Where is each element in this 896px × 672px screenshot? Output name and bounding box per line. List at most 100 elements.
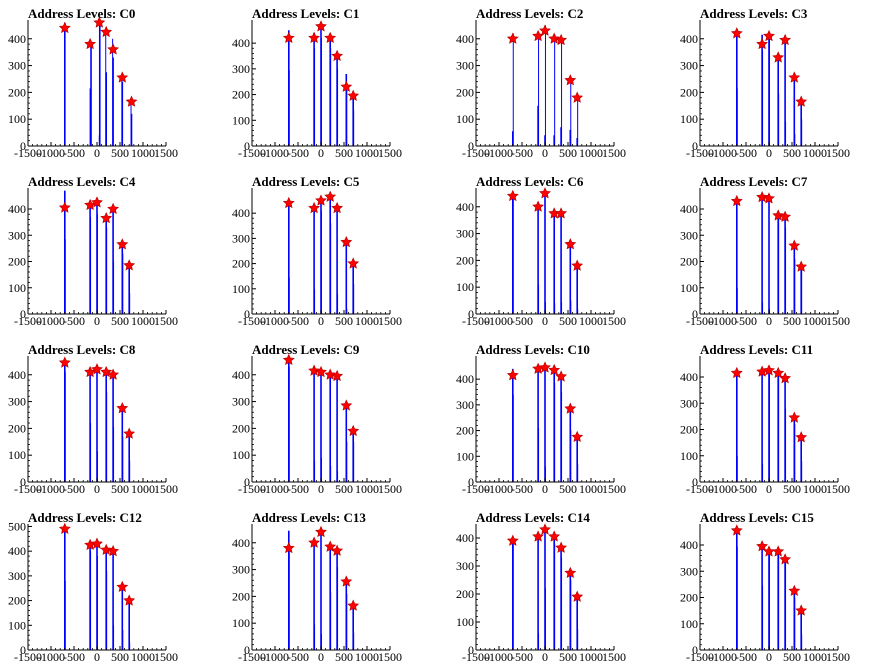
y-tick-label: 200 — [680, 85, 698, 99]
x-tick-label: 1000 — [355, 146, 379, 160]
peak-marker — [555, 541, 568, 553]
chart-panel: Address Levels: C9 -1500 -1000 -500 0 500 1000… — [224, 336, 448, 504]
y-tick-label: 300 — [232, 395, 250, 409]
x-tick-label: -1000 — [485, 146, 513, 160]
peak-marker — [756, 540, 769, 552]
y-tick-label: 0 — [244, 475, 250, 489]
peak-marker — [100, 543, 113, 555]
peak-marker — [763, 192, 775, 204]
x-tick-label: 1000 — [131, 482, 155, 496]
chart-svg: -1500-1000-500 0 500 1000 1500 0 100 200 300 400 — [680, 356, 850, 496]
y-tick-label: 300 — [680, 228, 698, 242]
y-tick-label: 400 — [456, 372, 474, 386]
peak-marker — [340, 399, 353, 411]
peak-marker — [331, 369, 344, 382]
y-tick-label: 300 — [680, 59, 698, 73]
peak-marker — [315, 365, 327, 378]
chart-panel: Address Levels: C2 -1500 -1000 -500 0 500 1000… — [448, 0, 672, 168]
x-tick-label: -1000 — [709, 146, 737, 160]
chart-title: Address Levels: C13 — [252, 510, 366, 525]
x-tick-label: 1500 — [602, 314, 626, 328]
peak-marker — [107, 202, 120, 215]
peak-marker — [571, 430, 584, 443]
y-tick-label: 0 — [244, 643, 250, 657]
peak-marker — [571, 590, 584, 602]
peak-marker — [315, 194, 327, 206]
chart-title: Address Levels: C11 — [700, 342, 814, 357]
peak-marker — [564, 402, 577, 414]
x-tick-label: 1500 — [378, 146, 402, 160]
peak-marker — [315, 20, 327, 32]
peak-marker — [779, 210, 792, 222]
x-tick-label: 0 — [766, 650, 772, 664]
peak-marker — [772, 366, 785, 379]
x-tick-label: -1000 — [37, 146, 65, 160]
chart-svg: -1500-1000-500 0 500 1000 1500 0 100 200 300 400 — [456, 187, 626, 328]
y-tick-label: 200 — [456, 253, 474, 267]
peak-marker — [548, 32, 561, 44]
y-tick-label: 100 — [232, 448, 250, 462]
y-tick-label: 300 — [8, 59, 26, 73]
y-tick-label: 300 — [232, 563, 250, 577]
x-tick-label: 0 — [94, 482, 100, 496]
x-tick-label: 1500 — [378, 650, 402, 664]
peak-marker — [116, 71, 129, 83]
x-tick-label: 1000 — [355, 650, 379, 664]
chart-title: Address Levels: C2 — [476, 6, 584, 21]
y-tick-label: 400 — [8, 202, 26, 216]
x-tick-label: 500 — [335, 482, 353, 496]
x-tick-label: 500 — [783, 482, 801, 496]
y-tick-label: 0 — [20, 643, 26, 657]
y-tick-label: 100 — [680, 617, 698, 631]
chart-title: Address Levels: C12 — [28, 510, 142, 525]
x-tick-label: 1500 — [154, 650, 178, 664]
chart-panel: Address Levels: C8 -1500 -1000 -500 0 500 1000… — [0, 336, 224, 504]
chart-svg: -1500-1000-500 0 500 1000 1500 0 100 200 300 400 — [232, 20, 402, 160]
peak-marker — [506, 369, 519, 381]
y-tick-label: 0 — [468, 139, 474, 153]
y-tick-label: 200 — [8, 255, 26, 269]
x-tick-label: 0 — [318, 314, 324, 328]
chart-svg: -1500-1000-500 0 500 1000 1500 0 100 200 300 400 — [8, 356, 178, 496]
y-tick-label: 100 — [8, 448, 26, 462]
peak-marker — [548, 363, 561, 376]
y-tick-label: 400 — [680, 202, 698, 216]
peak-marker — [555, 370, 568, 382]
x-tick-label: -500 — [511, 314, 533, 328]
y-tick-label: 300 — [8, 569, 26, 583]
x-tick-label: 1000 — [131, 146, 155, 160]
peak-marker — [123, 259, 136, 271]
y-tick-label: 200 — [456, 85, 474, 99]
x-tick-label: 500 — [335, 314, 353, 328]
x-tick-label: -1000 — [485, 314, 513, 328]
x-tick-label: -1000 — [709, 650, 737, 664]
x-tick-label: -1500 — [462, 482, 490, 496]
y-tick-label: 0 — [692, 307, 698, 321]
chart-svg: -1500-1000-500 0 500 1000 1500 0 100 200 300 400 — [232, 353, 402, 496]
peak-marker — [539, 523, 551, 535]
x-tick-label: -1000 — [261, 482, 289, 496]
peak-marker — [107, 544, 120, 557]
peak-marker — [91, 363, 103, 375]
x-tick-label: 1500 — [826, 650, 850, 664]
x-tick-label: 0 — [94, 650, 100, 664]
chart-title: Address Levels: C15 — [700, 510, 814, 525]
y-tick-label: 100 — [8, 281, 26, 295]
x-tick-label: -1000 — [709, 314, 737, 328]
chart-panel: Address Levels: C10 -1500 -1000 -500 0 500 100… — [448, 336, 672, 504]
peak-marker — [788, 239, 801, 251]
chart-svg: -1500-1000-500 0 500 1000 1500 0 100 200 300 400 — [680, 524, 850, 664]
peak-marker — [100, 25, 113, 38]
peak-marker — [308, 201, 321, 214]
x-tick-label: -1000 — [261, 146, 289, 160]
x-tick-label: 500 — [559, 650, 577, 664]
x-tick-label: 1500 — [378, 482, 402, 496]
y-tick-label: 200 — [232, 589, 250, 603]
peak-marker — [91, 196, 103, 208]
x-tick-label: -1500 — [238, 650, 266, 664]
peak-marker — [84, 37, 97, 50]
x-tick-label: -500 — [735, 314, 757, 328]
peak-marker — [756, 37, 769, 50]
peak-marker — [58, 21, 71, 34]
x-tick-label: 1500 — [378, 314, 402, 328]
